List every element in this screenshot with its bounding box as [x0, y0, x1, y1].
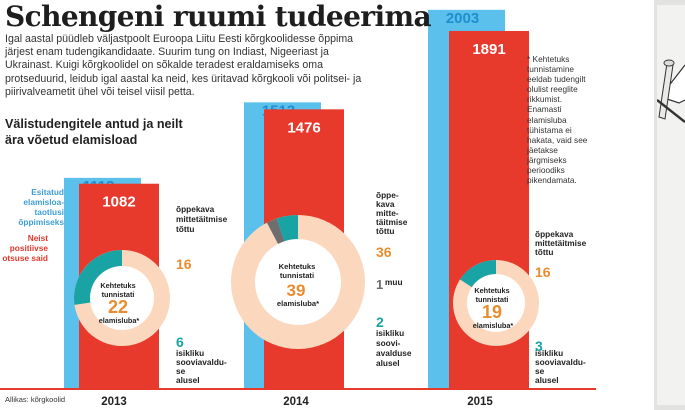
donut-center-label-2015: tunnistati: [476, 295, 509, 304]
annotation-study-value-2015: 16: [535, 264, 551, 280]
legend-applications: Esitatud elamisloa-taotlusi õppimiseks: [18, 187, 64, 227]
chart-subtitle: Välistudengitele antud ja neilt ära võet…: [5, 117, 183, 147]
donut-center-label-2013: Kehtetuks: [100, 281, 135, 290]
annotation-study-2014: mitte-: [376, 208, 399, 218]
annotation-study-2013: mittetäitmise: [176, 214, 228, 224]
footnote: * Kehtetuks tunnistamine eeldab tudengil…: [527, 54, 588, 186]
annotation-request-value-2015: 3: [535, 338, 543, 354]
donut-slice-teal-2013: [73, 250, 122, 305]
annotation-study-2014: tõttu: [376, 226, 394, 236]
intro-text: Igal aastal püüdleb väljastpoolt Euroopa…: [5, 33, 362, 98]
illustration-panel: [656, 5, 685, 405]
donut-hole-2014: [255, 239, 341, 325]
annotation-study-2015: mittetäitmise: [535, 238, 587, 248]
donut-center-label-2015: elamisluba*: [473, 321, 514, 330]
donut-center-label-2013: elamisluba*: [99, 316, 140, 325]
legend-approved: Neist positiivse otsuse said: [2, 233, 48, 263]
diploma-hand-illustration: [656, 59, 685, 123]
annotation-study-2015: tõttu: [535, 247, 553, 257]
annotation-request-2015: sooviavaldu-: [535, 357, 586, 367]
donut-hole-2015: [467, 274, 525, 332]
annotation-study-2013: tõttu: [176, 224, 194, 234]
annotation-study-2014: täitmise: [376, 217, 408, 227]
bar-label-approved-2014: 1476: [287, 119, 320, 136]
donut-hole-2013: [90, 266, 154, 330]
annotation-study-2015: õppekava: [535, 229, 574, 239]
donut-center-label-2014: elamisluba*: [277, 299, 319, 308]
annotation-request-2014: soovi-: [376, 338, 401, 348]
annotation-request-2013: se: [176, 366, 186, 376]
annotation-study-2013: õppekava: [176, 204, 215, 214]
annotation-request-2014: isikliku: [376, 328, 404, 338]
annotation-request-2013: isikliku: [176, 348, 204, 358]
donut-center-label-2013: tunnistati: [102, 290, 135, 299]
donut-slice-teal-2015: [460, 260, 496, 288]
annotation-request-2013: alusel: [176, 375, 200, 385]
annotation-request-2014: avalduse: [376, 348, 412, 358]
baseline: [0, 388, 596, 390]
donut-center-label-2014: tunnistati: [280, 271, 314, 280]
annotation-study-value-2013: 16: [176, 256, 192, 272]
annotation-request-2015: se: [535, 366, 545, 376]
annotation-study-2014: kava: [376, 199, 395, 209]
annotation-request-2013: sooviavaldu-: [176, 357, 227, 367]
source-note: Allikas: kõrgkoolid: [5, 395, 66, 404]
annotation-request-2014: alusel: [376, 358, 400, 368]
year-label-2015: 2015: [467, 396, 493, 408]
bar-label-approved-2013: 1082: [102, 194, 135, 211]
donut-total-2014: 39: [287, 281, 306, 300]
annotation-study-2014: õppe-: [376, 190, 399, 200]
donut-total-2015: 19: [482, 302, 502, 322]
year-label-2014: 2014: [283, 396, 309, 408]
annotation-request-value-2014: 2: [376, 314, 384, 330]
annotation-study-value-2014: 36: [376, 244, 392, 260]
donut-total-2013: 22: [108, 297, 128, 317]
donut-slice-grey-2014: [266, 218, 285, 244]
annotation-other-2014: muu: [385, 277, 403, 287]
year-label-2013: 2013: [101, 396, 127, 408]
bar-label-applications-2015: 2003: [446, 10, 479, 27]
page-title: Schengeni ruumi tudeerima: [5, 0, 432, 33]
donut-center-label-2014: Kehtetuks: [279, 262, 316, 271]
donut-center-label-2015: Kehtetuks: [474, 286, 509, 295]
annotation-request-2015: alusel: [535, 375, 559, 385]
donut-slice-teal-2014: [276, 215, 298, 242]
annotation-request-2015: isikliku: [535, 348, 563, 358]
annotation-request-value-2013: 6: [176, 334, 184, 350]
bar-label-approved-2015: 1891: [472, 41, 505, 58]
annotation-other-value-2014: 1: [376, 277, 383, 292]
